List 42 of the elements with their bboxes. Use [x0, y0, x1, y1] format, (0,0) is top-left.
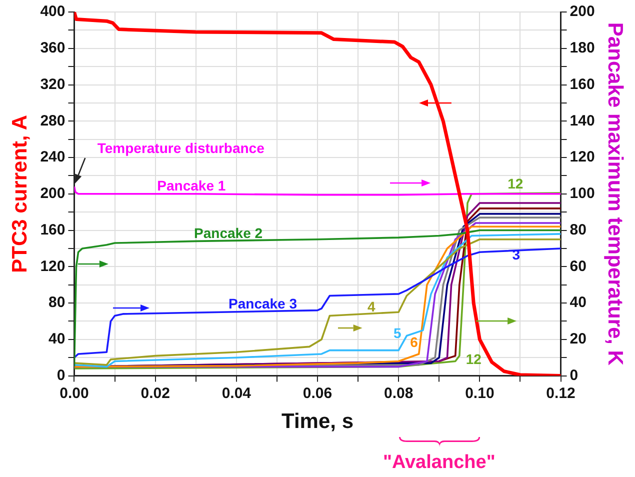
- y2-tick-label: 180: [570, 40, 595, 57]
- annotation: 6: [410, 334, 418, 350]
- x-tick-label: 0.00: [60, 384, 89, 402]
- annotation: Pancake 1: [157, 177, 226, 194]
- x-tick-label: 0.04: [222, 384, 252, 402]
- x-tick-label: 0.10: [465, 384, 494, 402]
- y2-tick-label: 40: [570, 294, 586, 312]
- annotation: Pancake 3: [228, 296, 298, 312]
- annotation: Temperature disturbance: [97, 140, 265, 156]
- text: "Avalanche": [382, 452, 496, 474]
- y-tick-label: 240: [40, 148, 66, 166]
- y2-tick-label: 80: [570, 221, 586, 238]
- y2-tick-label: 100: [570, 185, 595, 202]
- y-tick-label: 280: [40, 112, 66, 130]
- y-tick-label: 360: [40, 40, 66, 57]
- annotation: Pancake 2: [194, 224, 263, 241]
- annotation: 12: [466, 351, 482, 368]
- y2-tick-label: 200: [570, 3, 595, 20]
- y-tick-label: 80: [48, 294, 66, 312]
- x-axis-title: Time, s: [282, 410, 354, 434]
- y-tick-label: 400: [40, 3, 66, 20]
- y2-tick-label: 60: [570, 258, 586, 275]
- y2-tick-label: 0: [570, 366, 578, 384]
- x-tick-label: 0.02: [140, 384, 170, 402]
- annotation: 5: [393, 324, 402, 341]
- annotation: 4: [368, 298, 376, 314]
- y-tick-label: 200: [40, 185, 66, 202]
- x-tick-label: 0.12: [546, 384, 576, 402]
- y-tick-label: 160: [40, 221, 66, 238]
- y2-axis-title: Pancake maximum temperature, K: [604, 22, 627, 366]
- y-tick-label: 120: [40, 258, 66, 275]
- y-tick-label: 0: [56, 366, 66, 384]
- annotation: 12: [508, 176, 524, 192]
- y2-tick-label: 140: [570, 112, 595, 130]
- y-tick-label: 320: [40, 76, 66, 93]
- y2-tick-label: 20: [570, 330, 586, 348]
- y-axis-title: PTC3 current, A: [8, 114, 32, 273]
- y2-tick-label: 120: [570, 148, 595, 166]
- y2-tick-label: 160: [570, 76, 595, 93]
- x-tick-label: 0.08: [384, 384, 414, 402]
- x-tick-label: 0.06: [302, 384, 332, 402]
- y-tick-label: 40: [48, 330, 66, 348]
